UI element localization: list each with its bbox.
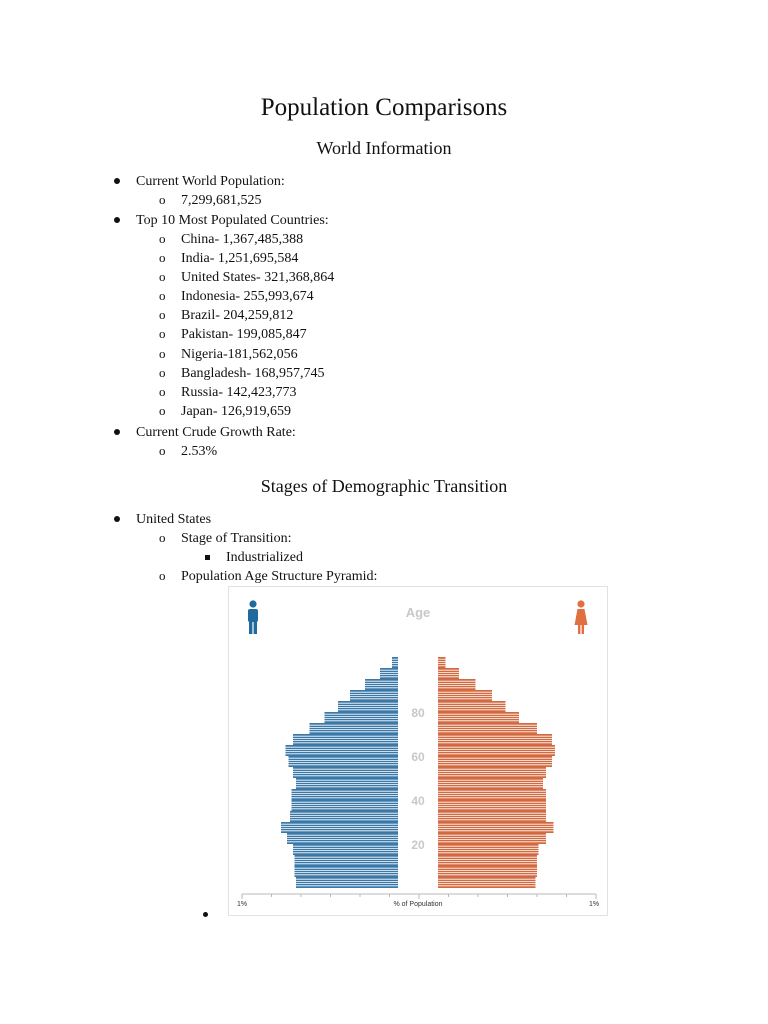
female-bar-40-44 xyxy=(438,789,546,800)
x-axis-right-label: 1% xyxy=(589,901,599,908)
male-bar-65-69 xyxy=(293,734,398,745)
list-subitem-growth-rate-value: 2.53% xyxy=(159,442,217,460)
female-bar-25-29 xyxy=(438,822,554,833)
female-bar-50-54 xyxy=(438,767,546,778)
list-subitem-country-japan: Japan- 126,919,659 xyxy=(159,402,291,420)
list-item-united-states: United States xyxy=(113,512,212,527)
female-bar-90-94 xyxy=(438,679,476,690)
female-bar-100+ xyxy=(438,657,446,668)
x-axis-title: % of Population xyxy=(393,901,442,908)
female-bar-0-4 xyxy=(438,877,536,888)
female-bar-85-89 xyxy=(438,690,492,701)
age-tick-label: 20 xyxy=(411,838,425,852)
male-icon xyxy=(248,600,258,634)
male-bar-90-94 xyxy=(365,679,398,690)
female-bar-75-79 xyxy=(438,712,519,723)
female-bar-60-64 xyxy=(438,745,555,756)
male-bar-50-54 xyxy=(293,767,398,778)
male-bar-80-84 xyxy=(338,701,398,712)
list-item-world-population: Current World Population: xyxy=(114,174,285,189)
list-subitem-country-pakistan: Pakistan- 199,085,847 xyxy=(159,325,307,343)
list-subitem-country-india: India- 1,251,695,584 xyxy=(159,249,299,267)
female-bar-10-14 xyxy=(438,855,537,866)
list-subitem-country-russia: Russia- 142,423,773 xyxy=(159,383,296,401)
list-subitem-stage-of-transition: Stage of Transition: xyxy=(159,529,292,547)
male-bar-60-64 xyxy=(285,745,398,756)
page-title: Population Comparisons xyxy=(260,94,508,121)
male-bar-5-9 xyxy=(294,866,398,877)
list-subitem-country-nigeria: Nigeria-181,562,056 xyxy=(159,345,298,363)
list-subitem-country-brazil: Brazil- 204,259,812 xyxy=(159,306,293,324)
female-bar-65-69 xyxy=(438,734,552,745)
male-bar-30-34 xyxy=(290,811,398,822)
female-bar-95-99 xyxy=(438,668,459,679)
female-bar-45-49 xyxy=(438,778,543,789)
female-bar-35-39 xyxy=(438,800,546,811)
male-bar-35-39 xyxy=(291,800,398,811)
female-bar-20-24 xyxy=(438,833,546,844)
section-heading-world-information: World Information xyxy=(316,138,452,158)
male-bar-55-59 xyxy=(288,756,398,767)
age-tick-label: 60 xyxy=(411,750,425,764)
female-bar-55-59 xyxy=(438,756,552,767)
population-pyramid-chart: Age 20 40 60 80 1% % of Population 1% xyxy=(228,586,608,916)
list-subitem-country-indonesia: Indonesia- 255,993,674 xyxy=(159,287,314,305)
population-pyramid-svg: Age 20 40 60 80 1% % of Population 1% xyxy=(228,586,608,916)
female-bar-70-74 xyxy=(438,723,537,734)
male-bar-15-19 xyxy=(293,844,398,855)
x-axis-left-label: 1% xyxy=(237,901,247,908)
list-subitem-country-china: China- 1,367,485,388 xyxy=(159,230,303,248)
age-tick-label: 80 xyxy=(411,706,425,720)
male-bar-0-4 xyxy=(296,877,398,888)
list-subitem-world-population-value: 7,299,681,525 xyxy=(159,191,261,209)
list-subsubitem-stage-value: Industrialized xyxy=(205,550,303,565)
male-bar-85-89 xyxy=(350,690,398,701)
female-icon xyxy=(574,600,588,634)
male-bar-100+ xyxy=(392,657,398,668)
list-subitem-country-united-states: United States- 321,368,864 xyxy=(159,268,334,286)
female-bar-5-9 xyxy=(438,866,537,877)
male-bar-10-14 xyxy=(294,855,398,866)
list-subitem-pyramid-label: Population Age Structure Pyramid: xyxy=(159,567,377,585)
list-item-top-10-countries: Top 10 Most Populated Countries: xyxy=(114,213,329,228)
male-bar-70-74 xyxy=(309,723,398,734)
male-bar-20-24 xyxy=(287,833,398,844)
male-bar-25-29 xyxy=(281,822,398,833)
age-tick-label: 40 xyxy=(411,794,425,808)
female-bar-80-84 xyxy=(438,701,506,712)
female-bar-15-19 xyxy=(438,844,539,855)
male-bar-40-44 xyxy=(291,789,398,800)
male-bar-45-49 xyxy=(296,778,398,789)
male-bar-95-99 xyxy=(380,668,398,679)
list-item-crude-growth-rate: Current Crude Growth Rate: xyxy=(114,425,296,440)
age-axis-label: Age xyxy=(406,605,431,620)
male-bar-75-79 xyxy=(324,712,398,723)
section-heading-demographic-transition: Stages of Demographic Transition xyxy=(260,476,508,496)
female-bar-30-34 xyxy=(438,811,546,822)
list-subitem-country-bangladesh: Bangladesh- 168,957,745 xyxy=(159,364,325,382)
empty-list-bullet xyxy=(203,912,208,917)
